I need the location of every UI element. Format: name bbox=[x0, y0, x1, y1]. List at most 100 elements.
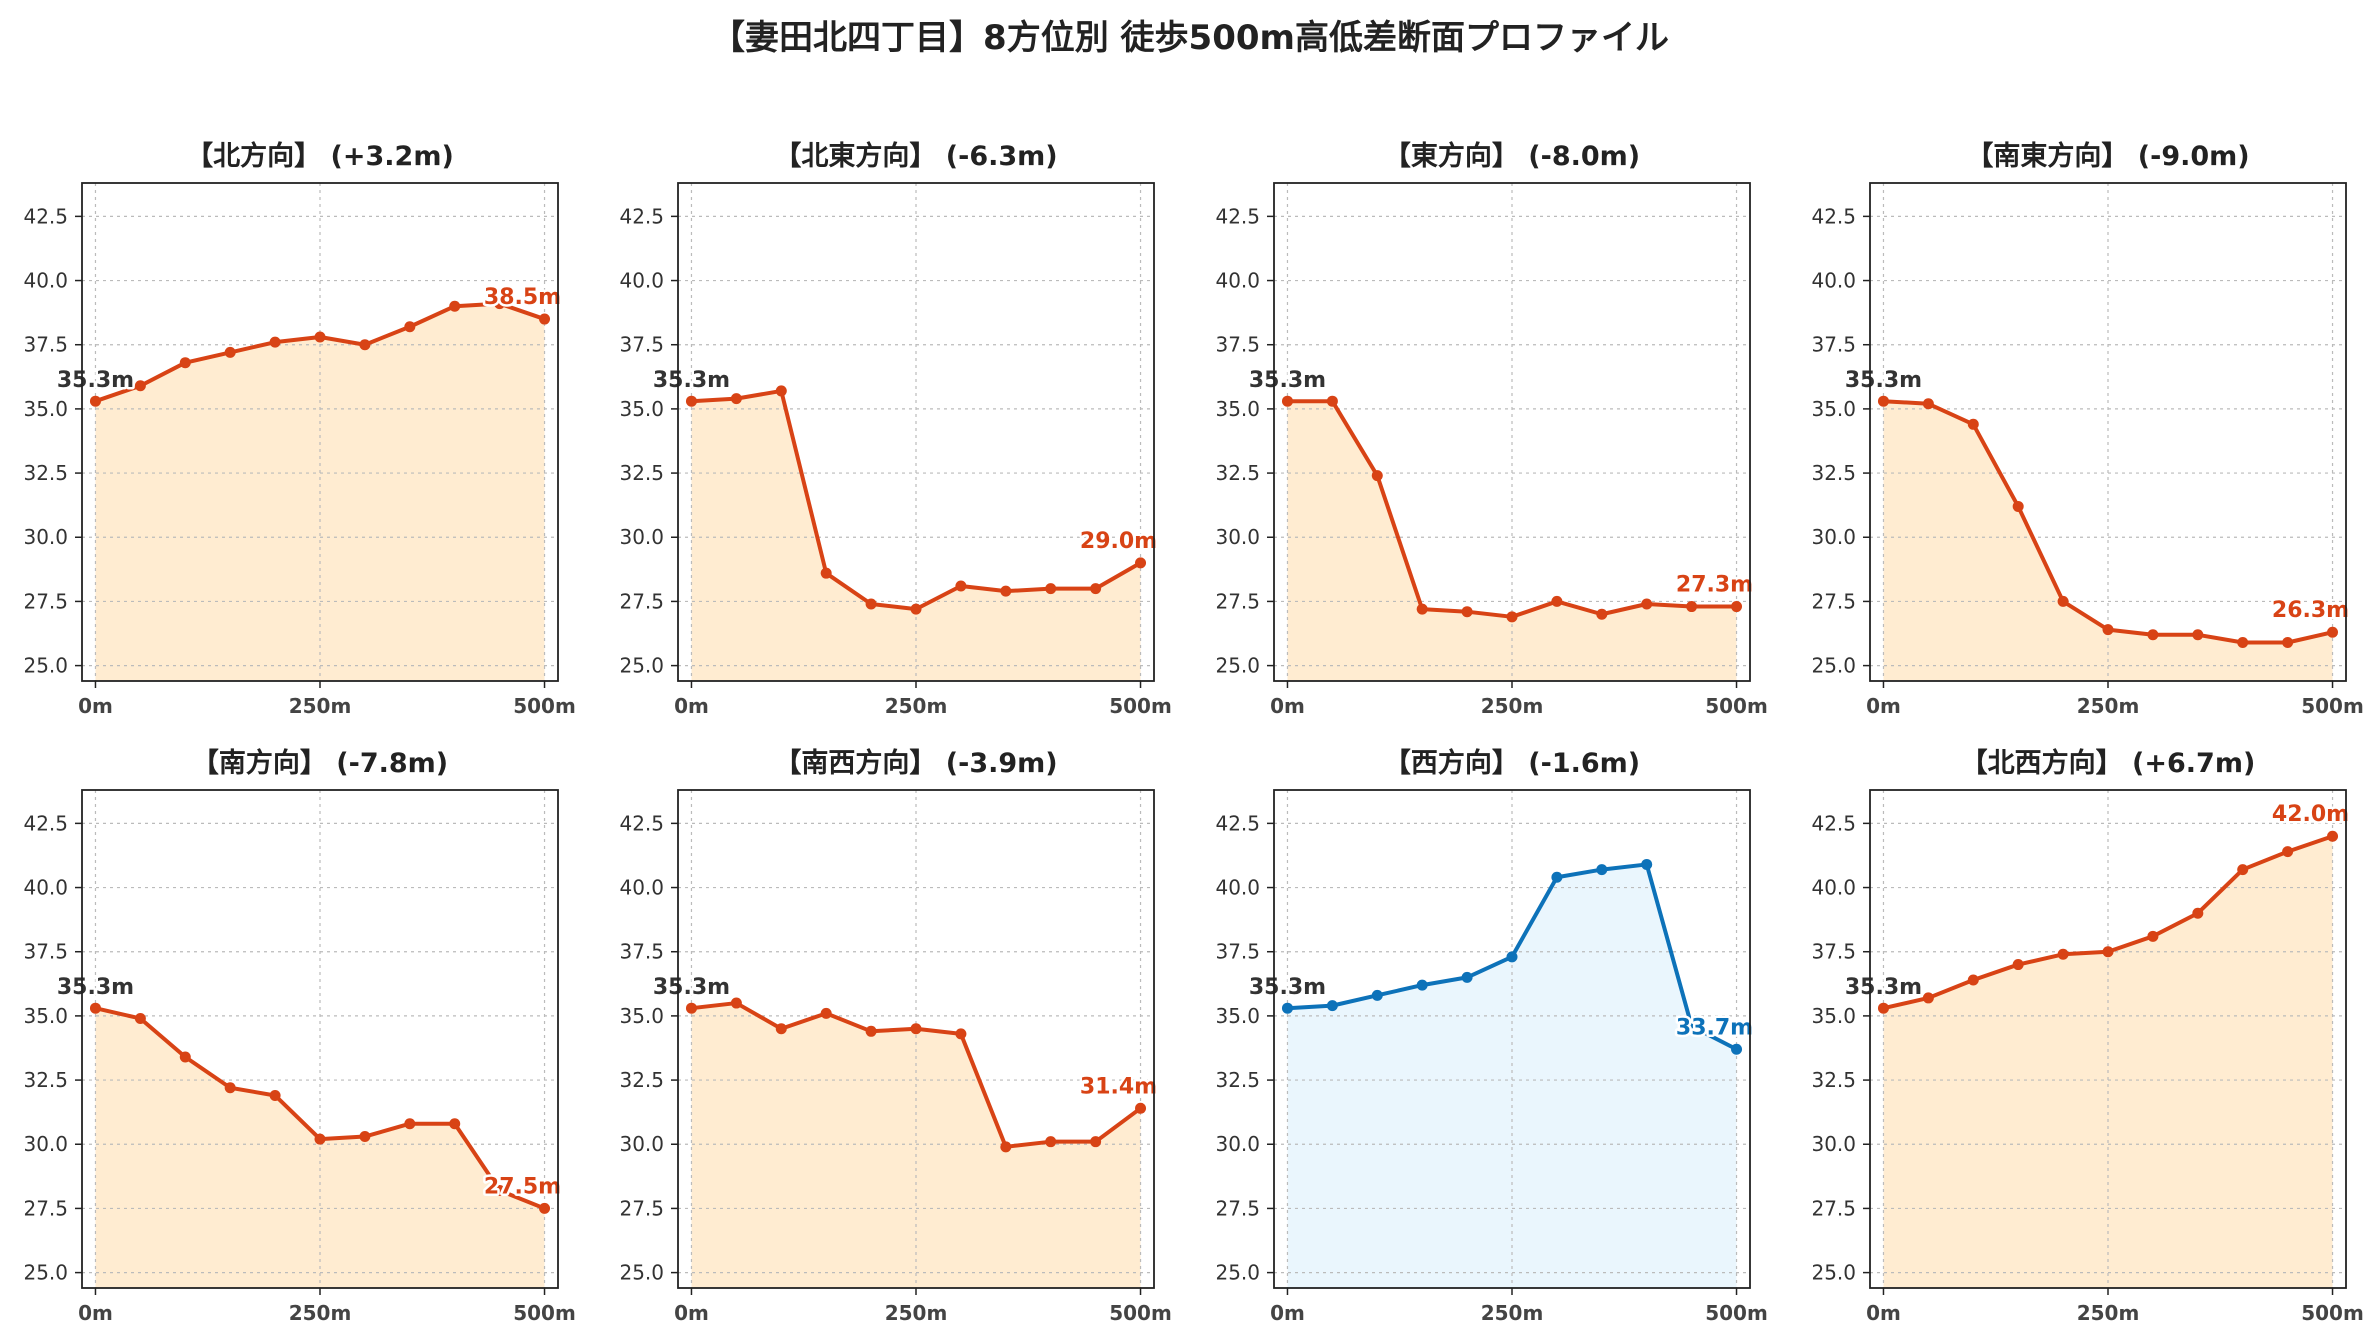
data-point bbox=[1967, 974, 1979, 986]
data-point bbox=[1371, 989, 1383, 1001]
data-point bbox=[1731, 1043, 1743, 1055]
y-tick-label: 32.5 bbox=[619, 461, 664, 485]
start-label: 35.3m bbox=[1249, 975, 1326, 1000]
y-tick-label: 37.5 bbox=[1215, 940, 1260, 964]
subplot-1: 【北東方向】 (-6.3m) 25.0 27.5 30.0 32.5 35.0 37.5 40… bbox=[619, 140, 1171, 718]
y-tick-label: 40.0 bbox=[1811, 876, 1856, 900]
y-tick-label: 32.5 bbox=[23, 1068, 68, 1092]
data-point bbox=[404, 1118, 416, 1130]
data-point bbox=[1090, 1136, 1102, 1148]
data-point bbox=[449, 300, 461, 312]
y-tick-label: 32.5 bbox=[1215, 461, 1260, 485]
y-tick-label: 42.5 bbox=[1811, 811, 1856, 835]
data-point bbox=[1551, 595, 1563, 607]
data-point bbox=[224, 1082, 236, 1094]
subplot-title: 【東方向】 (-8.0m) bbox=[1384, 140, 1640, 172]
data-point bbox=[955, 580, 967, 592]
y-tick-label: 27.5 bbox=[1215, 1196, 1260, 1220]
y-tick-label: 42.5 bbox=[1811, 204, 1856, 228]
data-point bbox=[1000, 1141, 1012, 1153]
x-tick-label: 0m bbox=[1270, 1301, 1305, 1325]
start-label: 35.3m bbox=[1845, 975, 1922, 1000]
data-point bbox=[2282, 846, 2294, 858]
x-tick-label: 500m bbox=[1705, 1301, 1768, 1325]
y-tick-label: 42.5 bbox=[619, 204, 664, 228]
subplot-0: 【北方向】 (+3.2m) 25.0 27.5 30.0 32.5 35.0 37.5 40.… bbox=[23, 140, 575, 718]
y-tick-label: 42.5 bbox=[23, 811, 68, 835]
data-point bbox=[1045, 583, 1057, 595]
y-tick-label: 40.0 bbox=[23, 269, 68, 293]
subplot-title: 【北方向】 (+3.2m) bbox=[186, 140, 454, 172]
start-label: 35.3m bbox=[57, 975, 134, 1000]
y-tick-label: 42.5 bbox=[619, 811, 664, 835]
data-point bbox=[1090, 583, 1102, 595]
y-tick-label: 30.0 bbox=[23, 525, 68, 549]
y-tick-label: 42.5 bbox=[23, 204, 68, 228]
subplot-title: 【北東方向】 (-6.3m) bbox=[774, 140, 1057, 172]
end-label: 26.3m bbox=[2272, 598, 2349, 623]
data-point bbox=[539, 1202, 551, 1214]
data-point bbox=[1281, 395, 1293, 407]
data-point bbox=[955, 1028, 967, 1040]
y-tick-label: 37.5 bbox=[1811, 940, 1856, 964]
y-tick-label: 25.0 bbox=[1215, 654, 1260, 678]
y-tick-label: 37.5 bbox=[1215, 333, 1260, 357]
x-tick-label: 250m bbox=[2077, 1301, 2140, 1325]
data-point bbox=[730, 393, 742, 405]
x-tick-label: 0m bbox=[78, 1301, 113, 1325]
data-point bbox=[1281, 1002, 1293, 1014]
data-point bbox=[730, 997, 742, 1009]
data-point bbox=[134, 380, 146, 392]
plot-frame bbox=[1869, 182, 2347, 682]
y-tick-label: 30.0 bbox=[1215, 1132, 1260, 1156]
profile-fill bbox=[691, 1003, 1141, 1288]
start-label: 35.3m bbox=[1845, 368, 1922, 393]
x-tick-label: 250m bbox=[885, 1301, 948, 1325]
data-point bbox=[1551, 871, 1563, 883]
data-point bbox=[1686, 601, 1698, 613]
data-point bbox=[910, 1023, 922, 1035]
y-tick-label: 35.0 bbox=[1811, 397, 1856, 421]
y-tick-label: 27.5 bbox=[1811, 589, 1856, 613]
x-tick-label: 500m bbox=[2301, 694, 2364, 718]
data-point bbox=[1877, 395, 1889, 407]
profile-fill bbox=[1287, 864, 1737, 1288]
profile-fill bbox=[1883, 401, 2333, 681]
data-point bbox=[89, 395, 101, 407]
y-tick-label: 30.0 bbox=[1811, 525, 1856, 549]
subplot-4: 【南方向】 (-7.8m) 25.0 27.5 30.0 32.5 35.0 37.5 40.… bbox=[23, 747, 575, 1325]
y-tick-label: 27.5 bbox=[23, 1196, 68, 1220]
data-point bbox=[2327, 830, 2339, 842]
data-point bbox=[2102, 624, 2114, 636]
x-tick-label: 250m bbox=[289, 694, 352, 718]
x-tick-label: 250m bbox=[1481, 694, 1544, 718]
subplot-2: 【東方向】 (-8.0m) 25.0 27.5 30.0 32.5 35.0 37.5 40.… bbox=[1215, 140, 1767, 718]
end-label: 33.7m bbox=[1676, 1015, 1753, 1040]
data-point bbox=[494, 1184, 506, 1196]
data-point bbox=[2327, 626, 2339, 638]
y-tick-label: 42.5 bbox=[1215, 811, 1260, 835]
data-point bbox=[224, 346, 236, 358]
data-point bbox=[820, 567, 832, 579]
y-tick-label: 35.0 bbox=[1811, 1004, 1856, 1028]
y-tick-label: 35.0 bbox=[1215, 1004, 1260, 1028]
x-tick-label: 500m bbox=[2301, 1301, 2364, 1325]
plot-frame bbox=[81, 789, 559, 1289]
y-tick-label: 27.5 bbox=[23, 589, 68, 613]
x-tick-label: 500m bbox=[1705, 694, 1768, 718]
x-tick-label: 0m bbox=[674, 694, 709, 718]
data-point bbox=[2057, 595, 2069, 607]
y-tick-label: 27.5 bbox=[1811, 1196, 1856, 1220]
subplot-title: 【南西方向】 (-3.9m) bbox=[774, 747, 1057, 779]
data-point bbox=[134, 1012, 146, 1024]
data-point bbox=[179, 1051, 191, 1063]
x-tick-label: 250m bbox=[289, 1301, 352, 1325]
start-label: 35.3m bbox=[653, 368, 730, 393]
data-point bbox=[775, 385, 787, 397]
data-point bbox=[865, 1025, 877, 1037]
data-point bbox=[1135, 557, 1147, 569]
subplot-title: 【西方向】 (-1.6m) bbox=[1384, 747, 1640, 779]
data-point bbox=[2012, 959, 2024, 971]
x-tick-label: 250m bbox=[885, 694, 948, 718]
